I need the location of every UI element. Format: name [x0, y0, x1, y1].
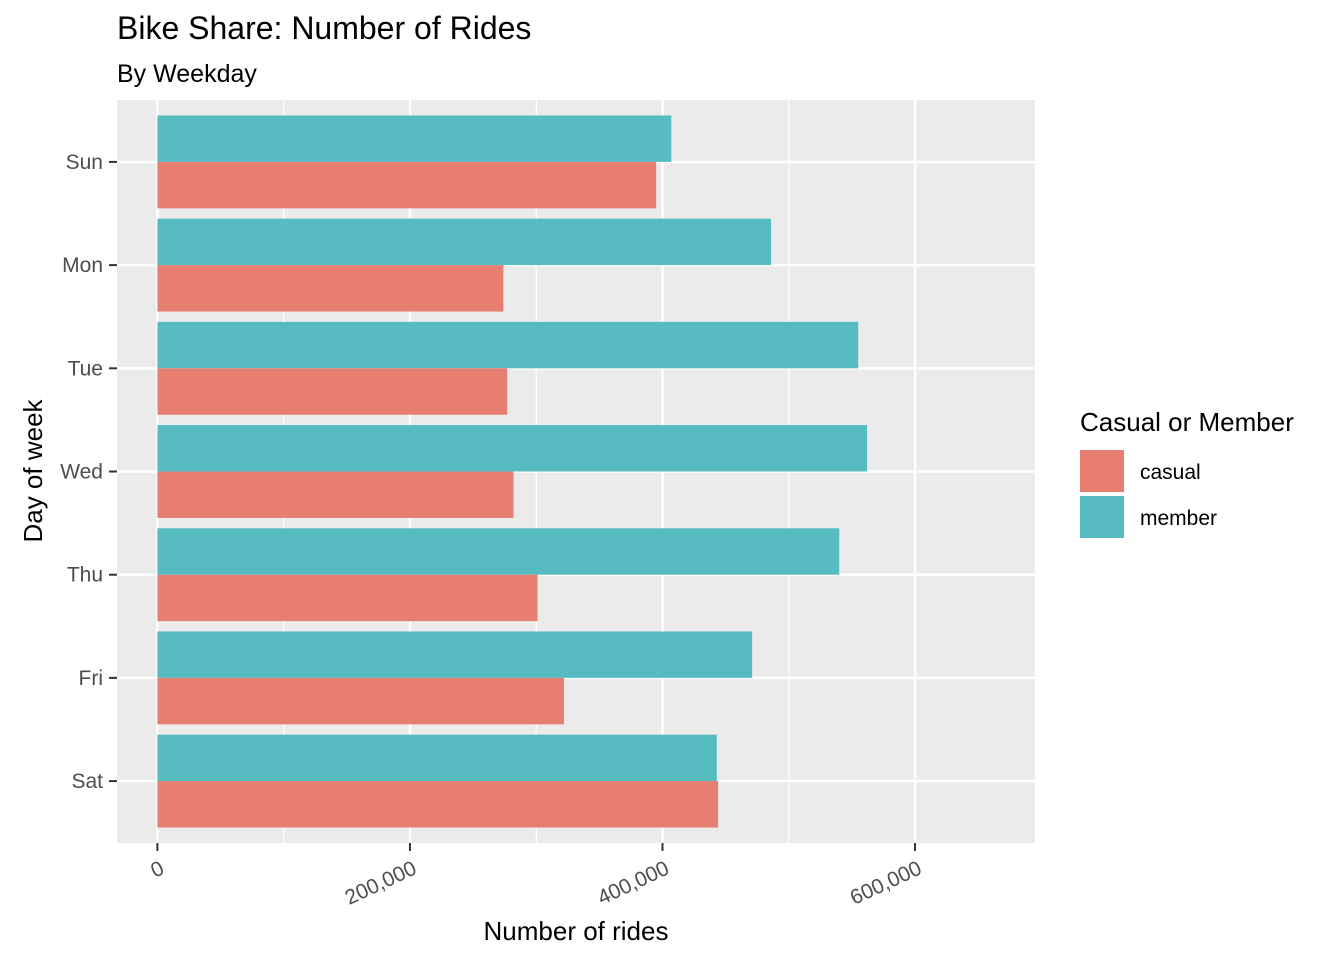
- bar-casual-tue: [157, 368, 508, 415]
- y-axis: Sun Mon Tue Wed Thu Fri Sat: [60, 151, 117, 793]
- legend-key-member: [1080, 496, 1124, 538]
- bar-casual-fri: [157, 677, 565, 725]
- legend-label-member: member: [1140, 507, 1217, 530]
- x-tick-label: 200,000: [342, 857, 421, 910]
- bar-casual-sat: [157, 781, 719, 828]
- legend-items: casual member: [1080, 450, 1217, 538]
- y-tick-label-mon: Mon: [62, 254, 103, 277]
- bar-member-sat: [157, 734, 717, 782]
- legend-title: Casual or Member: [1080, 407, 1294, 437]
- legend-label-casual: casual: [1140, 461, 1201, 484]
- y-tick-label-wed: Wed: [60, 461, 103, 484]
- chart-subtitle: By Weekday: [117, 60, 257, 88]
- bar-member-thu: [157, 528, 840, 575]
- bar-member-mon: [157, 218, 772, 266]
- bar-casual-thu: [157, 574, 538, 622]
- legend-key-casual: [1080, 450, 1124, 492]
- x-tick-label: 600,000: [847, 857, 926, 910]
- x-axis: 0 200,000 400,000 600,000: [147, 843, 925, 910]
- y-tick-label-thu: Thu: [67, 564, 103, 587]
- chart-title: Bike Share: Number of Rides: [117, 10, 531, 46]
- x-axis-title: Number of rides: [484, 916, 669, 946]
- x-tick-label: 0: [147, 857, 167, 883]
- bar-casual-wed: [157, 471, 514, 518]
- x-tick-label: 400,000: [594, 857, 673, 910]
- bar-member-wed: [157, 425, 868, 472]
- legend: Casual or Member casual member: [1080, 407, 1294, 538]
- bar-member-tue: [157, 321, 859, 369]
- y-tick-label-fri: Fri: [79, 667, 104, 690]
- y-tick-label-sat: Sat: [71, 770, 103, 793]
- y-tick-label-tue: Tue: [68, 357, 103, 380]
- bar-member-sun: [157, 115, 672, 162]
- y-tick-label-sun: Sun: [66, 151, 103, 174]
- bar-member-fri: [157, 631, 753, 678]
- bar-casual-sun: [157, 161, 657, 209]
- bar-casual-mon: [157, 265, 504, 312]
- y-axis-title: Day of week: [18, 398, 48, 542]
- bars: [157, 115, 868, 828]
